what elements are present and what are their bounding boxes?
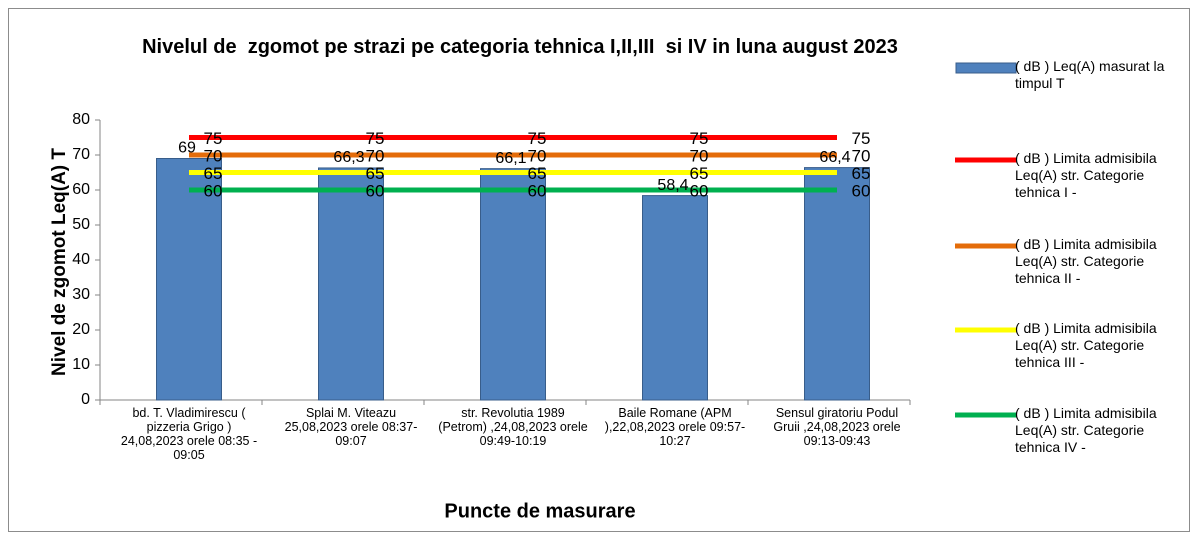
x-tick-label: bd. T. Vladimirescu ( pizzeria Grigo ) 2… — [120, 406, 258, 462]
data-label: 75 — [366, 129, 385, 148]
data-label: 70 — [204, 146, 223, 165]
legend-swatch — [955, 157, 1017, 163]
data-label: 65 — [204, 164, 223, 183]
chart-title: Nivelul de zgomot pe strazi pe categoria… — [142, 36, 898, 58]
legend-swatch-bar — [955, 62, 1017, 74]
data-label: 70 — [690, 146, 709, 165]
data-label: 60 — [690, 181, 709, 200]
x-tick-label: Sensul giratoriu Podul Gruii ,24,08,2023… — [773, 406, 901, 448]
y-tick-label: 70 — [72, 146, 90, 163]
data-label: 66,3 — [333, 149, 364, 166]
bar — [642, 195, 708, 401]
bar — [480, 168, 546, 401]
data-label: 75 — [204, 129, 223, 148]
x-tick-label: Splai M. Viteazu 25,08,2023 orele 08:37-… — [284, 406, 418, 448]
y-tick-label: 80 — [72, 111, 90, 128]
y-axis-title: Nivel de zgomot Leq(A) T — [49, 148, 70, 376]
data-label: 65 — [528, 164, 547, 183]
y-tick-label: 50 — [72, 216, 90, 233]
data-label: 65 — [852, 164, 871, 183]
data-label: 66,4 — [819, 149, 850, 166]
data-label: 66,1 — [495, 150, 526, 167]
x-tick-label: str. Revolutia 1989 (Petrom) ,24,08,2023… — [438, 406, 588, 448]
data-label: 70 — [852, 146, 871, 165]
data-label: 60 — [366, 181, 385, 200]
data-label: 60 — [528, 181, 547, 200]
chart-frame — [8, 8, 1190, 532]
data-label: 75 — [528, 129, 547, 148]
legend-label: ( dB ) Limita admisibila Leq(A) str. Cat… — [1015, 236, 1157, 286]
data-label: 70 — [528, 146, 547, 165]
legend-swatch — [955, 327, 1017, 333]
data-label: 65 — [690, 164, 709, 183]
data-label: 58,4 — [657, 177, 688, 194]
y-tick-label: 10 — [72, 356, 90, 373]
data-label: 65 — [366, 164, 385, 183]
data-label: 75 — [852, 129, 871, 148]
legend-swatch — [955, 412, 1017, 418]
legend-label: ( dB ) Limita admisibila Leq(A) str. Cat… — [1015, 320, 1157, 370]
bar — [804, 167, 870, 401]
y-tick-label: 20 — [72, 321, 90, 338]
legend-label: ( dB ) Limita admisibila Leq(A) str. Cat… — [1015, 150, 1157, 200]
data-label: 75 — [690, 129, 709, 148]
legend-label: ( dB ) Limita admisibila Leq(A) str. Cat… — [1015, 405, 1157, 455]
data-label: 70 — [366, 146, 385, 165]
y-tick-label: 60 — [72, 181, 90, 198]
y-tick-label: 40 — [72, 251, 90, 268]
data-label: 69 — [178, 140, 196, 157]
legend-swatch — [955, 62, 1017, 74]
data-label: 60 — [852, 181, 871, 200]
legend-label: ( dB ) Leq(A) masurat la timpul T — [1015, 58, 1165, 91]
x-tick-label: Baile Romane (APM ),22,08,2023 orele 09:… — [604, 406, 746, 448]
x-axis-title: Puncte de masurare — [444, 500, 635, 522]
legend-swatch — [955, 243, 1017, 249]
bar — [318, 167, 384, 401]
data-label: 60 — [204, 181, 223, 200]
y-tick-label: 30 — [72, 286, 90, 303]
bar — [156, 158, 222, 401]
y-tick-label: 0 — [81, 391, 90, 408]
